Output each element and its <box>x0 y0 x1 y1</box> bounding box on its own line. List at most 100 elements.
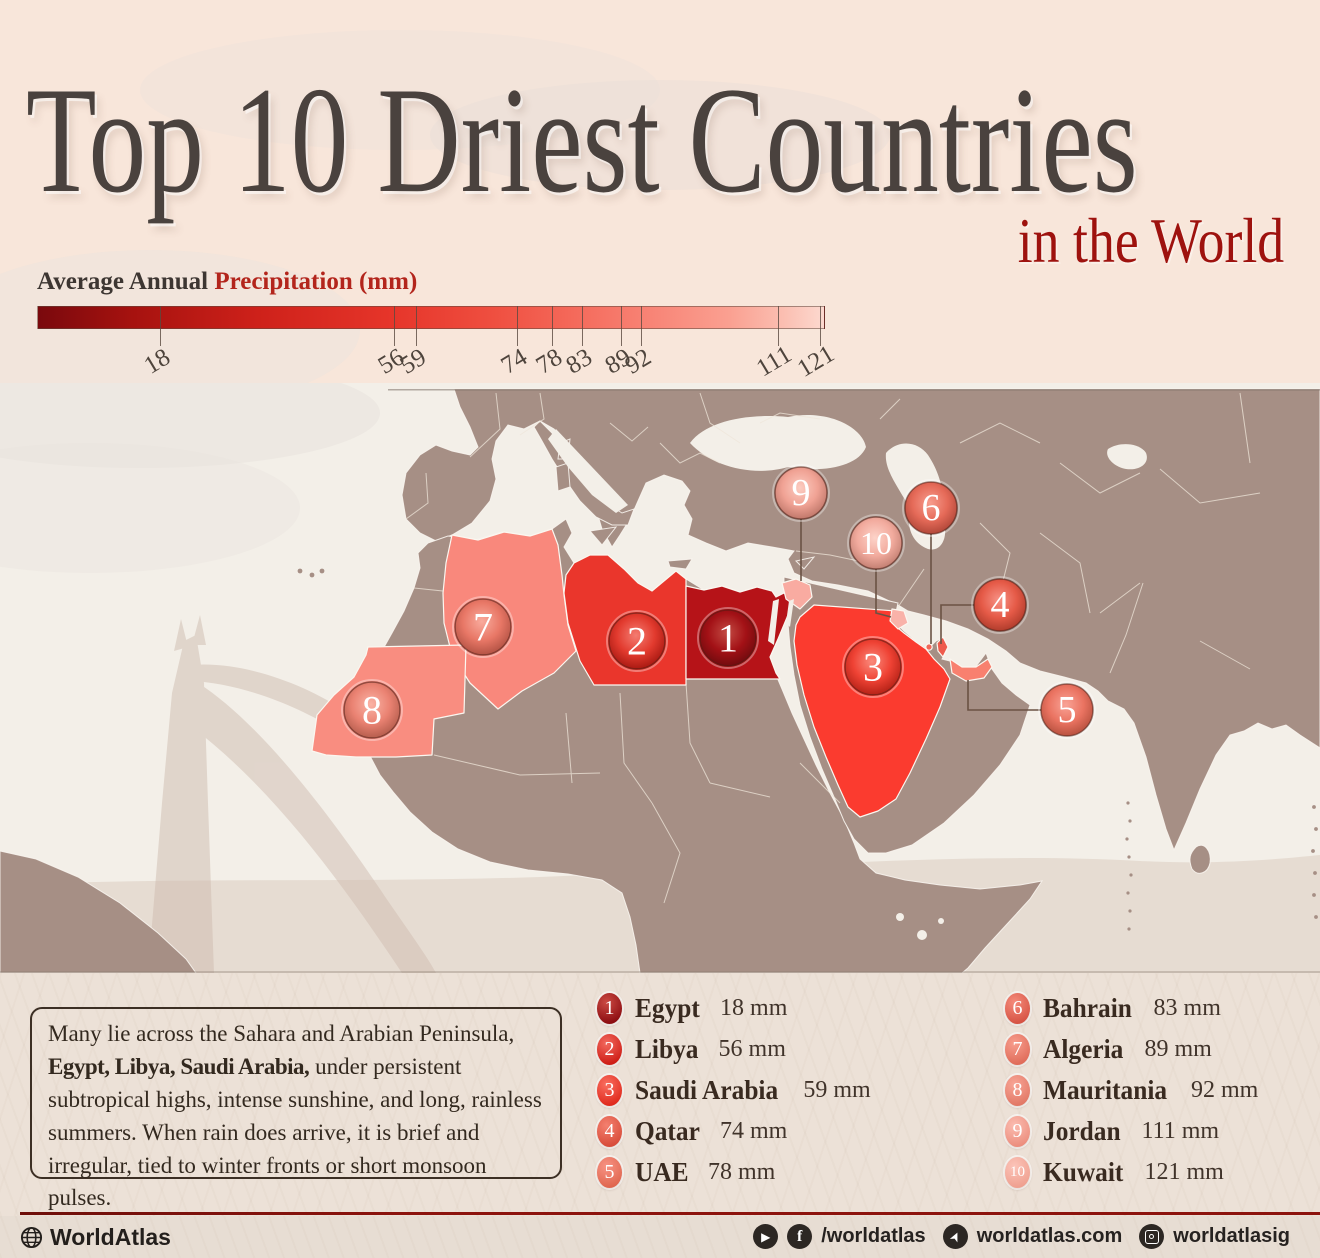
lake-victoria <box>896 913 904 921</box>
brand-logo[interactable]: WorldAtlas <box>20 1224 171 1251</box>
country-saudi-arabia[interactable] <box>793 604 951 818</box>
svg-text:9: 9 <box>792 472 811 514</box>
rank-list-column-2: 6 Bahrain 83 mm 7 Algeria 89 mm 8 Mauritania 9… <box>1005 973 1320 1216</box>
play-icon[interactable]: ▶ <box>753 1224 779 1249</box>
legend-label-prefix: Average Annual <box>37 268 215 295</box>
svg-text:2: 2 <box>627 619 647 664</box>
marker-5[interactable]: 5 <box>1038 681 1096 739</box>
footer: WorldAtlas ▶ f /worldatlas ➤ worldatlas.… <box>0 1216 1320 1258</box>
list-item[interactable]: 7 Algeria 89 mm <box>1005 1032 1212 1066</box>
rank-list-column-1: 1 Egypt 18 mm 2 Libya 56 mm 3 Saudi Arabia 59 … <box>597 973 997 1216</box>
legend-tick <box>820 306 822 346</box>
country-value: 111 mm <box>1141 1117 1220 1144</box>
marker-9[interactable]: 9 <box>772 464 830 522</box>
marker-2[interactable]: 2 <box>606 610 668 672</box>
country-qatar[interactable] <box>936 636 949 658</box>
social-site[interactable]: worldatlas.com <box>976 1225 1123 1247</box>
island-sicily <box>589 526 618 546</box>
adriatic-sea <box>548 429 628 513</box>
list-item[interactable]: 1 Egypt 18 mm <box>597 991 787 1025</box>
country-name: Mauritania <box>1043 1074 1168 1105</box>
country-uae[interactable] <box>949 658 993 682</box>
legend-tick <box>159 306 161 346</box>
social-instagram[interactable]: worldatlasig <box>1173 1225 1290 1247</box>
island-sri-lanka <box>1189 844 1211 874</box>
country-name: Qatar <box>635 1115 700 1146</box>
list-item[interactable]: 9 Jordan 111 mm <box>1005 1114 1219 1148</box>
country-value: 83 mm <box>1153 994 1221 1021</box>
list-item[interactable]: 3 Saudi Arabia 59 mm <box>597 1073 871 1107</box>
map-section: 1 2 3 4 5 6 7 8 9 10 <box>0 383 1320 973</box>
rank-badge: 4 <box>597 1115 622 1147</box>
list-item[interactable]: 2 Libya 56 mm <box>597 1032 786 1066</box>
legend-gradient-bar <box>37 306 825 329</box>
marker-8[interactable]: 8 <box>341 679 403 741</box>
legend-tick <box>552 306 554 346</box>
country-value: 74 mm <box>719 1117 788 1144</box>
cursor-icon[interactable]: ➤ <box>942 1224 968 1249</box>
inland-seas <box>548 415 1147 940</box>
page-title: Top 10 Driest Countries <box>26 56 1138 224</box>
country-value: 92 mm <box>1191 1076 1259 1103</box>
marker-6[interactable]: 6 <box>902 479 960 537</box>
map-bottom-edge <box>0 971 1320 973</box>
list-item[interactable]: 4 Qatar 74 mm <box>597 1114 787 1148</box>
svg-text:4: 4 <box>991 584 1010 626</box>
legend-label: Average Annual Precipitation (mm) <box>37 268 417 296</box>
legend-label-accent: Precipitation (mm) <box>214 268 418 295</box>
country-name: Saudi Arabia <box>635 1074 779 1105</box>
marker-10[interactable]: 10 <box>847 514 905 572</box>
map-markers: 1 2 3 4 5 6 7 8 9 10 <box>341 464 1096 741</box>
island-canaries <box>297 568 325 578</box>
marker-3[interactable]: 3 <box>842 636 904 698</box>
country-bahrain[interactable] <box>925 643 933 651</box>
legend-tick-label: 83 <box>561 343 598 380</box>
legend-tick-label: 78 <box>531 343 568 380</box>
legend-tick <box>516 306 518 346</box>
list-item[interactable]: 6 Bahrain 83 mm <box>1005 991 1221 1025</box>
rank-badge: 6 <box>1005 992 1030 1024</box>
rank-badge: 3 <box>597 1074 622 1106</box>
svg-text:8: 8 <box>362 688 382 733</box>
leader-4 <box>940 604 974 644</box>
instagram-icon[interactable] <box>1139 1224 1165 1249</box>
social-links: ▶ f /worldatlas ➤ worldatlas.com worldat… <box>753 1224 1298 1249</box>
leader-10 <box>875 569 892 618</box>
country-name: Algeria <box>1043 1033 1124 1064</box>
legend-tick-label: 74 <box>496 343 532 380</box>
island-sardinia <box>555 462 571 492</box>
rank-badge: 2 <box>597 1033 622 1065</box>
brand-name: WorldAtlas <box>50 1224 171 1250</box>
country-name: Bahrain <box>1043 992 1132 1023</box>
footer-divider-line <box>20 1212 1320 1215</box>
social-handle[interactable]: /worldatlas <box>821 1225 926 1247</box>
island-chains <box>1125 801 1318 931</box>
svg-text:7: 7 <box>473 605 493 650</box>
country-name: Jordan <box>1043 1115 1121 1146</box>
country-kuwait[interactable] <box>889 608 909 630</box>
aegean-sea <box>652 481 686 537</box>
list-item[interactable]: 10 Kuwait 121 mm <box>1005 1155 1224 1189</box>
rank-badge: 7 <box>1005 1033 1030 1065</box>
rank-badge: 10 <box>1005 1156 1030 1188</box>
country-value: 89 mm <box>1144 1035 1212 1062</box>
country-value: 59 mm <box>803 1076 871 1103</box>
legend-tick <box>777 306 779 346</box>
suez-aqaba-gulfs <box>768 599 794 645</box>
facebook-icon[interactable]: f <box>787 1224 813 1249</box>
list-item[interactable]: 8 Mauritania 92 mm <box>1005 1073 1258 1107</box>
legend-tick <box>620 306 622 346</box>
country-value: 56 mm <box>718 1035 786 1062</box>
grass-texture <box>0 973 1320 1216</box>
cloud-decor <box>140 30 660 150</box>
legend-tick-label: 111 <box>751 340 797 383</box>
marker-7[interactable]: 7 <box>452 596 514 658</box>
list-item[interactable]: 5 UAE 78 mm <box>597 1155 775 1189</box>
grass-texture <box>0 1216 1320 1258</box>
marker-4[interactable]: 4 <box>971 576 1029 634</box>
island-crete <box>667 558 693 570</box>
marker-1[interactable]: 1 <box>697 607 759 669</box>
svg-text:10: 10 <box>860 525 892 561</box>
country-name: Egypt <box>635 992 700 1023</box>
